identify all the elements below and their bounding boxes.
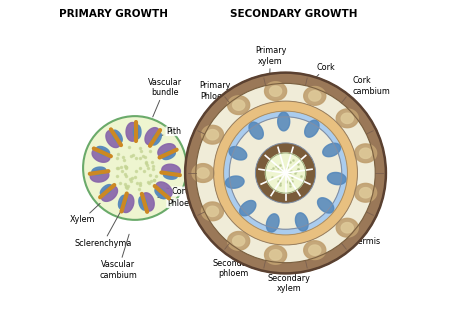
Polygon shape bbox=[196, 83, 375, 263]
Polygon shape bbox=[100, 184, 112, 196]
Polygon shape bbox=[305, 120, 319, 137]
Polygon shape bbox=[270, 86, 282, 96]
Polygon shape bbox=[360, 187, 372, 198]
Polygon shape bbox=[318, 198, 334, 213]
Polygon shape bbox=[341, 113, 353, 124]
Text: Vascular
cambium: Vascular cambium bbox=[99, 234, 137, 280]
Polygon shape bbox=[112, 130, 122, 143]
Polygon shape bbox=[228, 96, 250, 115]
Polygon shape bbox=[336, 218, 358, 237]
Polygon shape bbox=[341, 222, 353, 233]
Polygon shape bbox=[264, 246, 287, 264]
Polygon shape bbox=[164, 171, 177, 179]
Text: Primary
Phloem: Primary Phloem bbox=[200, 81, 232, 124]
Circle shape bbox=[265, 153, 306, 193]
Polygon shape bbox=[162, 164, 181, 177]
Polygon shape bbox=[228, 232, 250, 250]
Polygon shape bbox=[264, 82, 287, 100]
Polygon shape bbox=[304, 86, 326, 105]
Text: Phloem: Phloem bbox=[158, 197, 197, 208]
Polygon shape bbox=[126, 123, 139, 141]
Text: Sclerenchyma: Sclerenchyma bbox=[74, 212, 132, 248]
Text: Secondary
phloem: Secondary phloem bbox=[212, 238, 255, 278]
Text: Primary
xylem: Primary xylem bbox=[255, 46, 286, 97]
Polygon shape bbox=[158, 144, 176, 158]
Polygon shape bbox=[96, 146, 109, 156]
Polygon shape bbox=[206, 130, 219, 140]
Polygon shape bbox=[156, 182, 172, 198]
Polygon shape bbox=[309, 91, 321, 101]
Polygon shape bbox=[133, 125, 141, 139]
Polygon shape bbox=[233, 100, 245, 110]
Text: Vascular
bundle: Vascular bundle bbox=[148, 78, 182, 117]
Text: Pith: Pith bbox=[158, 127, 181, 137]
Polygon shape bbox=[309, 245, 321, 255]
Polygon shape bbox=[141, 193, 154, 211]
Polygon shape bbox=[145, 128, 160, 145]
Polygon shape bbox=[201, 125, 224, 144]
Text: Epidermis: Epidermis bbox=[340, 216, 380, 246]
Polygon shape bbox=[270, 250, 282, 260]
Polygon shape bbox=[304, 241, 326, 259]
Polygon shape bbox=[201, 202, 224, 221]
Polygon shape bbox=[360, 148, 372, 159]
Polygon shape bbox=[92, 148, 110, 162]
Text: SECONDARY GROWTH: SECONDARY GROWTH bbox=[230, 9, 358, 19]
Polygon shape bbox=[206, 206, 219, 216]
Polygon shape bbox=[151, 132, 161, 145]
Text: Secondary
xylem: Secondary xylem bbox=[267, 253, 310, 293]
Polygon shape bbox=[106, 130, 120, 148]
Polygon shape bbox=[90, 169, 109, 182]
Polygon shape bbox=[101, 186, 118, 201]
Polygon shape bbox=[336, 109, 358, 128]
Text: Xylem: Xylem bbox=[70, 203, 100, 224]
Text: Cork: Cork bbox=[309, 63, 335, 84]
Polygon shape bbox=[240, 201, 256, 216]
Polygon shape bbox=[328, 172, 346, 185]
Polygon shape bbox=[229, 146, 247, 160]
Polygon shape bbox=[92, 167, 106, 175]
Polygon shape bbox=[226, 176, 244, 188]
Polygon shape bbox=[118, 195, 127, 209]
Circle shape bbox=[83, 116, 187, 220]
Polygon shape bbox=[197, 168, 209, 178]
Text: Cork
cambium: Cork cambium bbox=[332, 76, 390, 102]
Circle shape bbox=[185, 73, 386, 274]
Polygon shape bbox=[355, 144, 377, 163]
Polygon shape bbox=[185, 73, 386, 274]
Text: Cortex: Cortex bbox=[167, 187, 199, 196]
Polygon shape bbox=[249, 122, 263, 139]
Polygon shape bbox=[229, 117, 342, 229]
Text: Bark: Bark bbox=[358, 167, 382, 187]
Polygon shape bbox=[266, 214, 279, 232]
Polygon shape bbox=[224, 111, 347, 235]
Polygon shape bbox=[214, 101, 357, 245]
Polygon shape bbox=[323, 143, 340, 157]
Polygon shape bbox=[355, 183, 377, 202]
Polygon shape bbox=[162, 151, 175, 160]
Polygon shape bbox=[295, 213, 308, 231]
Polygon shape bbox=[192, 164, 214, 182]
Polygon shape bbox=[155, 188, 167, 199]
Text: PRIMARY GROWTH: PRIMARY GROWTH bbox=[59, 9, 168, 19]
Polygon shape bbox=[120, 194, 134, 213]
Polygon shape bbox=[139, 197, 147, 210]
Polygon shape bbox=[278, 112, 290, 131]
Polygon shape bbox=[233, 236, 245, 246]
